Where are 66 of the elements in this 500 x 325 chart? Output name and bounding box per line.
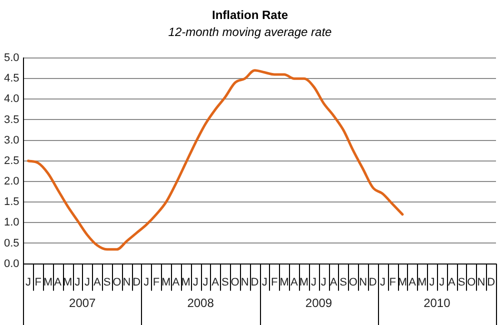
line-series <box>26 69 404 251</box>
x-tick-label: S <box>103 276 111 288</box>
x-tick-label: F <box>152 276 160 288</box>
x-tick-label: A <box>212 276 220 288</box>
y-tick-label: 4.5 <box>4 72 20 85</box>
text: 2010 <box>424 296 451 310</box>
x-tick-label: F <box>271 276 278 288</box>
x-tick-label: D <box>250 276 259 288</box>
x-tick-label: A <box>408 276 417 288</box>
x-tick-label: O <box>112 276 122 288</box>
x-tick-label: O <box>230 276 240 288</box>
x-tick-label: O <box>467 276 476 288</box>
x-tick-label: J <box>144 276 150 288</box>
x-tick-label: N <box>122 276 131 288</box>
x-tick-label: J <box>74 276 80 288</box>
text: 2007 <box>69 296 96 310</box>
x-tick-label: J <box>380 276 386 288</box>
x-tick-label: J <box>202 276 208 288</box>
chart-subtitle: 12-month moving average rate <box>167 25 333 39</box>
x-tick-label: A <box>172 276 180 288</box>
x-tick-label: M <box>280 276 289 288</box>
y-tick-label: 0.0 <box>4 258 20 270</box>
y-tick-label: 2.0 <box>4 176 20 188</box>
x-tick-label: A <box>330 276 338 288</box>
x-tick-label: J <box>320 276 326 288</box>
y-tick-label: 1.0 <box>4 216 20 229</box>
y-tick-label: 3.5 <box>4 114 20 126</box>
x-tick-label: J <box>84 276 90 288</box>
y-tick-label: 4.0 <box>4 93 20 106</box>
chart-title: Inflation Rate <box>210 8 289 22</box>
x-tick-label: M <box>398 276 408 288</box>
x-tick-label: F <box>389 276 396 288</box>
x-tick-label: J <box>311 276 317 288</box>
x-tick-label: M <box>43 276 52 288</box>
x-tick-label: D <box>487 276 496 288</box>
x-tick-label: D <box>132 276 141 288</box>
x-tick-label: S <box>458 276 466 288</box>
x-tick-label: A <box>54 276 62 288</box>
x-tick-label: A <box>290 276 298 288</box>
text: 2008 <box>187 296 214 310</box>
y-tick-label: 5.0 <box>4 52 20 64</box>
y-tick-label: 0.5 <box>4 237 20 250</box>
x-tick-label: N <box>240 276 249 288</box>
text: 2009 <box>305 296 332 310</box>
x-tick-label: J <box>25 276 31 288</box>
x-tick-label: A <box>93 276 102 288</box>
x-tick-label: S <box>222 276 229 288</box>
x-tick-label: A <box>448 276 456 288</box>
y-tick-label: 1.5 <box>4 196 20 208</box>
x-tick-label: J <box>192 276 198 288</box>
x-tick-label: M <box>162 276 171 288</box>
x-tick-label: M <box>299 276 309 288</box>
x-tick-label: M <box>181 276 190 288</box>
x-tick-label: M <box>418 276 427 288</box>
x-tick-label: D <box>368 276 377 288</box>
x-tick-label: J <box>262 276 268 288</box>
x-tick-label: F <box>34 276 42 288</box>
x-tick-label: M <box>63 276 72 288</box>
y-tick-label: 2.5 <box>4 154 20 167</box>
x-tick-label: S <box>340 276 348 288</box>
x-tick-label: N <box>477 276 486 288</box>
x-tick-label: J <box>429 276 435 288</box>
x-tick-label: N <box>359 276 368 288</box>
x-tick-label: J <box>439 276 445 288</box>
y-tick-label: 3.0 <box>4 134 20 146</box>
x-tick-label: O <box>348 276 358 288</box>
